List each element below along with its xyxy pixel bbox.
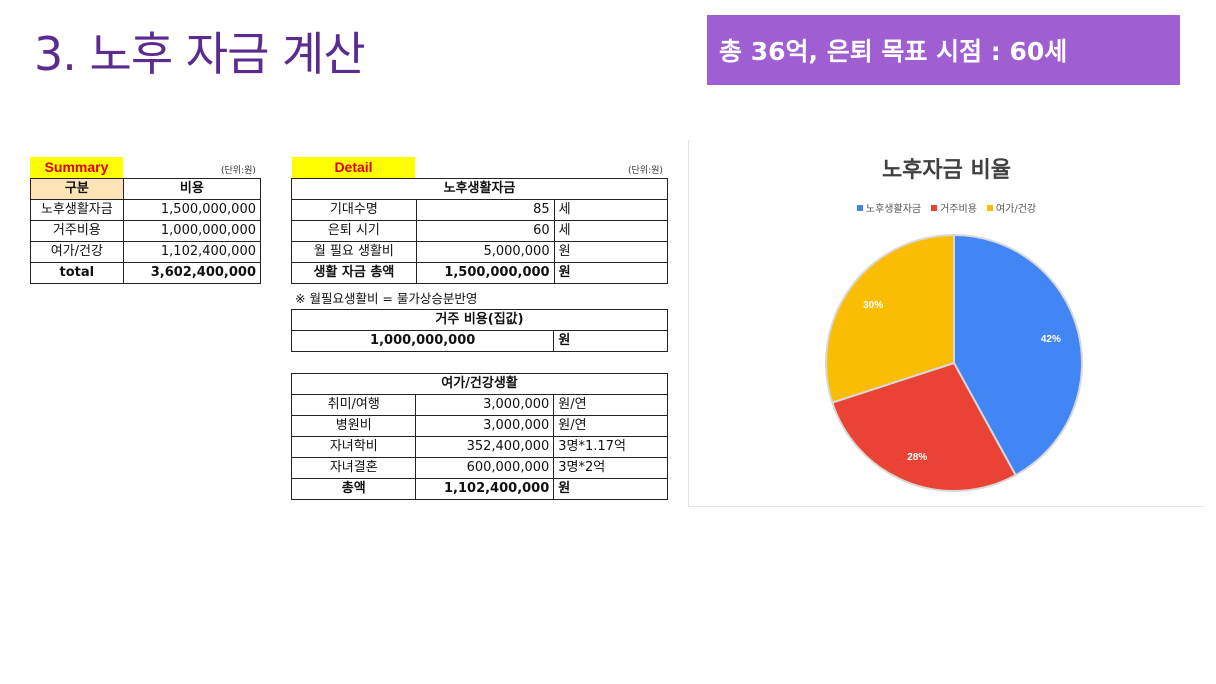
leisure-health-table: 여가/건강생활 취미/여행 3,000,000 원/연 병원비 3,000,00…: [290, 373, 668, 500]
living-row-value: 85: [415, 199, 555, 221]
leisure-row-value: 3,000,000: [415, 415, 555, 437]
living-row-unit: 세: [553, 220, 669, 242]
summary-total-label: total: [30, 262, 124, 284]
leisure-total-value: 1,102,400,000: [415, 478, 555, 500]
summary-label: Summary: [30, 157, 123, 178]
pie-chart: 42% 28% 30%: [825, 233, 1083, 492]
legend-item: 거주비용: [931, 200, 977, 215]
living-total-value: 1,500,000,000: [415, 262, 555, 284]
living-row-unit: 세: [553, 199, 669, 221]
summary-header-cost: 비용: [122, 178, 262, 200]
pie-slice: [953, 233, 1083, 477]
legend-item: 노후생활자금: [856, 200, 922, 215]
legend-item: 여가/건강: [986, 200, 1037, 215]
leisure-row-unit: 원/연: [553, 415, 668, 437]
living-total-unit: 원: [553, 262, 669, 284]
legend-swatch: [931, 204, 938, 211]
summary-total-value: 3,602,400,000: [122, 262, 262, 284]
chart-legend: 노후생활자금 거주비용 여가/건강: [689, 200, 1204, 215]
housing-cost-header: 거주 비용(집값): [291, 309, 668, 331]
leisure-row-value: 352,400,000: [415, 436, 555, 458]
living-fund-table: 노후생활자금 기대수명 85 세 은퇴 시기 60 세 월 필요 생활비 5,0…: [291, 178, 669, 284]
leisure-row-label: 자녀학비: [290, 436, 417, 458]
legend-label: 거주비용: [940, 204, 977, 215]
living-row-unit: 원: [553, 241, 669, 263]
summary-header-category: 구분: [30, 178, 124, 200]
housing-cost-table: 거주 비용(집값) 1,000,000,000 원: [290, 309, 668, 352]
summary-unit: (단위:원): [221, 166, 256, 176]
summary-badge: 총 36억, 은퇴 목표 시점 : 60세: [707, 15, 1180, 85]
living-row-label: 은퇴 시기: [291, 220, 417, 242]
living-row-label: 기대수명: [291, 199, 417, 221]
living-fund-header: 노후생활자금: [291, 178, 668, 200]
leisure-header: 여가/건강생활: [291, 373, 668, 395]
page-title: 3. 노후 자금 계산: [34, 27, 366, 81]
leisure-row-value: 3,000,000: [415, 394, 555, 416]
detail-unit: (단위:원): [628, 166, 663, 176]
summary-row-label: 거주비용: [30, 220, 124, 242]
leisure-row-unit: 3명*1.17억: [553, 436, 668, 458]
pie-slice-label: 30%: [863, 300, 883, 311]
leisure-row-label: 자녀결혼: [290, 457, 417, 479]
pie-slice-label: 42%: [1041, 334, 1061, 345]
detail-label: Detail: [292, 157, 415, 178]
legend-swatch: [856, 204, 863, 211]
summary-row-label: 노후생활자금: [30, 199, 124, 221]
summary-row-value: 1,000,000,000: [122, 220, 262, 242]
leisure-row-label: 취미/여행: [290, 394, 417, 416]
summary-row-label: 여가/건강: [30, 241, 124, 263]
leisure-row-value: 600,000,000: [415, 457, 555, 479]
legend-swatch: [986, 204, 993, 211]
legend-label: 노후생활자금: [865, 204, 922, 215]
living-row-value: 5,000,000: [415, 241, 555, 263]
living-total-label: 생활 자금 총액: [291, 262, 417, 284]
housing-cost-value: 1,000,000,000: [290, 330, 555, 352]
legend-label: 여가/건강: [995, 204, 1037, 215]
leisure-row-unit: 3명*2억: [553, 457, 668, 479]
pie-slice-label: 28%: [907, 452, 927, 463]
pie-slice: [831, 361, 1018, 492]
living-cost-note: ※ 월필요생활비 = 물가상승분반영: [295, 291, 478, 306]
leisure-total-unit: 원: [553, 478, 668, 500]
leisure-total-label: 총액: [290, 478, 417, 500]
summary-table: 구분 비용 노후생활자금 1,500,000,000 거주비용 1,000,00…: [30, 178, 262, 284]
chart-title: 노후자금 비율: [881, 158, 1012, 183]
summary-row-value: 1,102,400,000: [122, 241, 262, 263]
pie-chart-panel: 노후자금 비율 노후생활자금 거주비용 여가/건강 42% 28% 30%: [688, 140, 1204, 507]
leisure-row-label: 병원비: [290, 415, 417, 437]
summary-row-value: 1,500,000,000: [122, 199, 262, 221]
living-row-label: 월 필요 생활비: [291, 241, 417, 263]
living-row-value: 60: [415, 220, 555, 242]
leisure-row-unit: 원/연: [553, 394, 668, 416]
housing-cost-unit: 원: [553, 330, 668, 352]
pie-slice: [825, 233, 955, 404]
